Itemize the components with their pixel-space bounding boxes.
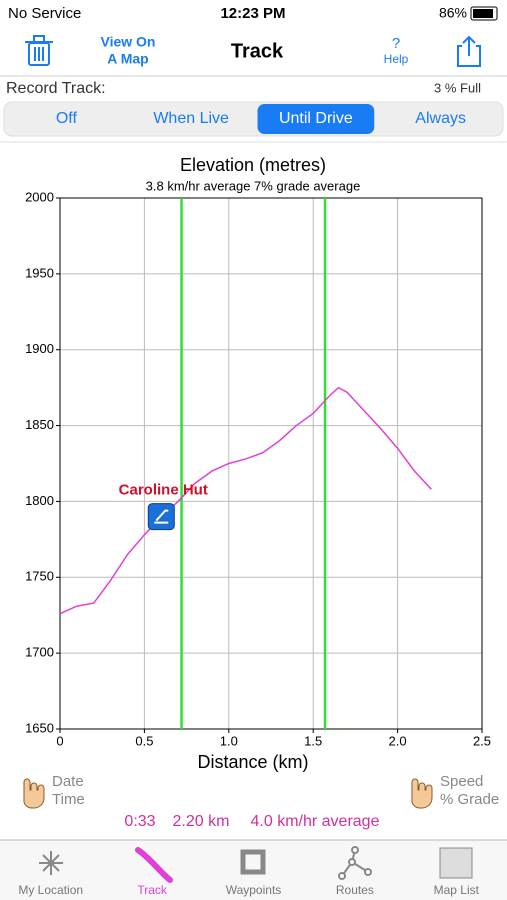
speed-label[interactable]: Speed bbox=[440, 773, 483, 790]
y-tick-label: 2000 bbox=[25, 189, 54, 204]
battery-level: 86% bbox=[439, 5, 467, 21]
nav-title: Track bbox=[231, 40, 284, 62]
waypoints-icon bbox=[240, 849, 266, 875]
usage: 3 % Full bbox=[434, 80, 481, 95]
tab-label[interactable]: My Location bbox=[18, 883, 83, 897]
segment[interactable]: Off bbox=[56, 110, 78, 127]
carrier: No Service bbox=[8, 5, 81, 22]
view-on-map-button[interactable]: View On bbox=[101, 34, 156, 50]
elevation-line bbox=[59, 386, 432, 615]
help-icon[interactable]: ? bbox=[392, 35, 400, 52]
y-tick-label: 1850 bbox=[25, 417, 54, 432]
view-on-map-button[interactable]: A Map bbox=[107, 51, 148, 67]
x-tick-label: 2.0 bbox=[389, 733, 407, 748]
help-button[interactable]: Help bbox=[384, 52, 409, 66]
date-label[interactable]: Date bbox=[52, 773, 84, 790]
stat-distance: 2.20 km bbox=[173, 813, 230, 830]
tab-label[interactable]: Routes bbox=[336, 883, 374, 897]
segmented-control bbox=[3, 101, 504, 137]
tab-label[interactable]: Waypoints bbox=[226, 883, 282, 897]
x-tick-label: 1.5 bbox=[304, 733, 322, 748]
routes-icon bbox=[338, 846, 372, 880]
segment[interactable]: Always bbox=[415, 110, 466, 127]
x-tick-label: 1.0 bbox=[220, 733, 238, 748]
x-tick-label: 2.5 bbox=[473, 733, 491, 748]
trash-button[interactable] bbox=[25, 35, 53, 66]
time-label[interactable]: Time bbox=[52, 791, 85, 808]
chart-title: Elevation (metres) bbox=[180, 155, 326, 175]
hut-icon-glyph bbox=[154, 509, 169, 524]
clock: 12:23 PM bbox=[220, 5, 285, 22]
plot-frame bbox=[59, 197, 483, 730]
tab-label[interactable]: Map List bbox=[434, 883, 480, 897]
map-list-icon bbox=[439, 847, 473, 879]
stat-time: 0:33 bbox=[124, 813, 155, 830]
annotation-label: Caroline Hut bbox=[119, 482, 208, 499]
tab-label[interactable]: Track bbox=[137, 883, 168, 897]
track-icon bbox=[135, 847, 173, 883]
x-axis-label: Distance (km) bbox=[197, 752, 308, 772]
segment[interactable]: When Live bbox=[153, 110, 229, 127]
y-tick-label: 1700 bbox=[25, 645, 54, 660]
share-button[interactable] bbox=[457, 35, 481, 67]
x-tick-label: 0 bbox=[56, 733, 63, 748]
grade-label[interactable]: % Grade bbox=[440, 791, 499, 808]
stat-speed: 4.0 km/hr average bbox=[251, 813, 380, 830]
y-tick-label: 1750 bbox=[25, 569, 54, 584]
segment[interactable]: Until Drive bbox=[279, 110, 353, 127]
y-tick-label: 1800 bbox=[25, 493, 54, 508]
y-tick-label: 1900 bbox=[25, 341, 54, 356]
segment-selected[interactable] bbox=[257, 104, 375, 134]
battery-icon bbox=[470, 6, 498, 21]
hut-icon bbox=[147, 503, 175, 531]
hand-icon[interactable] bbox=[23, 778, 45, 809]
chart-subtitle: 3.8 km/hr average 7% grade average bbox=[146, 178, 361, 193]
y-tick-label: 1650 bbox=[25, 720, 54, 735]
y-tick-label: 1950 bbox=[25, 265, 54, 280]
x-tick-label: 0.5 bbox=[135, 733, 153, 748]
record-label: Record Track: bbox=[6, 80, 106, 97]
battery-fill bbox=[473, 9, 493, 18]
location-icon bbox=[39, 851, 63, 875]
hand-icon[interactable] bbox=[411, 778, 433, 809]
